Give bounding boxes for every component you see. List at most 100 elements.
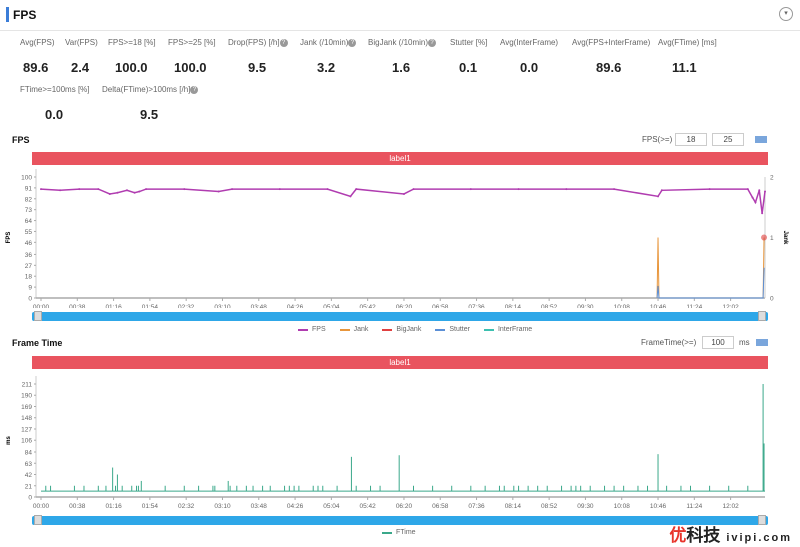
stat-label: Avg(InterFrame) — [500, 38, 559, 47]
fps-point — [746, 188, 749, 191]
x-tick-label: 12:02 — [722, 304, 739, 308]
y-tick-label: 91 — [25, 185, 33, 192]
jank-marker — [761, 234, 768, 241]
x-tick-label: 05:04 — [323, 503, 340, 510]
legend-label: Jank — [353, 326, 369, 333]
x-tick-label: 06:20 — [396, 304, 413, 308]
fps-point — [751, 196, 754, 199]
help-icon[interactable]: ? — [428, 38, 437, 47]
x-tick-label: 10:46 — [650, 503, 667, 510]
slider-left-handle[interactable] — [34, 515, 42, 525]
legend-label: FPS — [312, 326, 326, 333]
series-stutter-line — [656, 267, 765, 299]
fps-point — [145, 188, 148, 191]
x-tick-label: 05:04 — [323, 304, 340, 308]
fps-point — [708, 188, 711, 191]
fps-point — [402, 192, 405, 195]
legend-label: InterFrame — [497, 326, 533, 333]
slider-right-handle[interactable] — [758, 311, 766, 321]
fps-point — [217, 190, 220, 193]
stat-value: 0.1 — [459, 60, 478, 75]
series-jank-line — [656, 237, 765, 299]
y2-tick-label: 2 — [770, 175, 774, 182]
x-tick-label: 06:58 — [432, 304, 449, 308]
fps-point — [412, 188, 415, 191]
x-tick-label: 08:52 — [541, 304, 558, 308]
y2-tick-label: 0 — [770, 296, 774, 303]
x-tick-label: 01:16 — [105, 503, 122, 510]
reset-icon[interactable] — [755, 136, 767, 143]
legend-label: Stutter — [449, 326, 470, 333]
fps-point — [326, 188, 329, 191]
fps-point — [565, 188, 568, 191]
x-tick-label: 09:30 — [577, 503, 594, 510]
fps-threshold-1-input[interactable]: 18 — [675, 133, 707, 146]
fps-point — [349, 195, 352, 198]
y2-axis-title: Jank — [782, 231, 788, 245]
reset-icon[interactable] — [756, 339, 768, 346]
legend-fps[interactable]: FPS — [298, 326, 326, 333]
frametime-zoom-slider[interactable] — [32, 515, 768, 525]
y-tick-label: 0 — [28, 296, 32, 303]
y-tick-label: 82 — [25, 196, 33, 203]
x-tick-label: 10:46 — [650, 304, 667, 308]
stat-value: 89.6 — [596, 60, 622, 75]
collapse-toggle-icon[interactable]: ▾ — [779, 7, 793, 21]
fps-point — [133, 191, 136, 194]
x-tick-label: 06:58 — [432, 503, 449, 510]
help-icon[interactable]: ? — [190, 85, 199, 94]
fps-point — [764, 190, 766, 193]
stat-label: Avg(FPS+InterFrame) — [572, 38, 651, 47]
y-tick-label: 42 — [25, 472, 33, 479]
legend-jank[interactable]: Jank — [339, 326, 369, 333]
help-icon[interactable]: ? — [348, 38, 357, 47]
y-axis-title: ms — [6, 436, 12, 445]
frametime-chart: 0 21 42 63 84 106 127 148 169 190 211 00:00 00:38 01:… — [6, 376, 765, 510]
x-tick-label: 07:36 — [468, 304, 485, 308]
legend-stutter[interactable]: Stutter — [435, 326, 470, 333]
x-tick-label: 00:00 — [33, 304, 50, 308]
stat-label: Var(FPS) — [65, 38, 98, 47]
legend-interframe[interactable]: InterFrame — [483, 326, 533, 333]
legend-ftime[interactable]: FTime — [382, 529, 416, 536]
y-tick-label: 73 — [25, 207, 33, 214]
fps-point — [183, 188, 186, 191]
fps-point — [116, 191, 119, 194]
y-tick-label: 100 — [21, 175, 32, 182]
y-tick-label: 55 — [25, 229, 33, 236]
x-tick-label: 03:48 — [251, 503, 268, 510]
fps-point — [660, 189, 663, 192]
fps-legend: FPS Jank BigJank Stutter InterFrame — [298, 326, 532, 333]
y-tick-label: 0 — [28, 495, 32, 502]
x-tick-label: 11:24 — [686, 503, 702, 510]
y-tick-label: 9 — [28, 285, 32, 292]
x-tick-label: 10:08 — [614, 503, 631, 510]
fps-point — [40, 188, 42, 191]
x-tick-label: 00:38 — [69, 503, 86, 510]
frametime-legend: FTime — [382, 529, 416, 536]
frametime-chart-title: Frame Time — [12, 338, 63, 348]
fps-label-band: label1 — [32, 152, 768, 165]
fps-point — [278, 188, 281, 191]
x-tick-label: 09:30 — [577, 304, 594, 308]
slider-right-handle[interactable] — [758, 515, 766, 525]
x-tick-label: 10:08 — [614, 304, 631, 308]
y-tick-label: 84 — [25, 450, 33, 457]
page-title: FPS — [13, 8, 37, 22]
stat-label: Stutter [%] — [450, 38, 488, 47]
help-icon[interactable]: ? — [279, 38, 288, 47]
x-tick-label: 01:16 — [105, 304, 122, 308]
watermark-cn: 优科技 — [669, 526, 721, 545]
fps-point — [613, 188, 616, 191]
stat-label: FPS>=18 [%] — [108, 38, 156, 47]
frametime-threshold-input[interactable]: 100 — [702, 336, 734, 349]
y-tick-label: 190 — [21, 393, 32, 400]
x-tick-label: 02:32 — [178, 503, 195, 510]
legend-bigjank[interactable]: BigJank — [382, 326, 421, 333]
header-accent — [6, 7, 9, 22]
stat-value: 89.6 — [23, 60, 49, 75]
slider-left-handle[interactable] — [34, 311, 42, 321]
fps-zoom-slider[interactable] — [32, 311, 768, 321]
fps-threshold-2-input[interactable]: 25 — [712, 133, 744, 146]
